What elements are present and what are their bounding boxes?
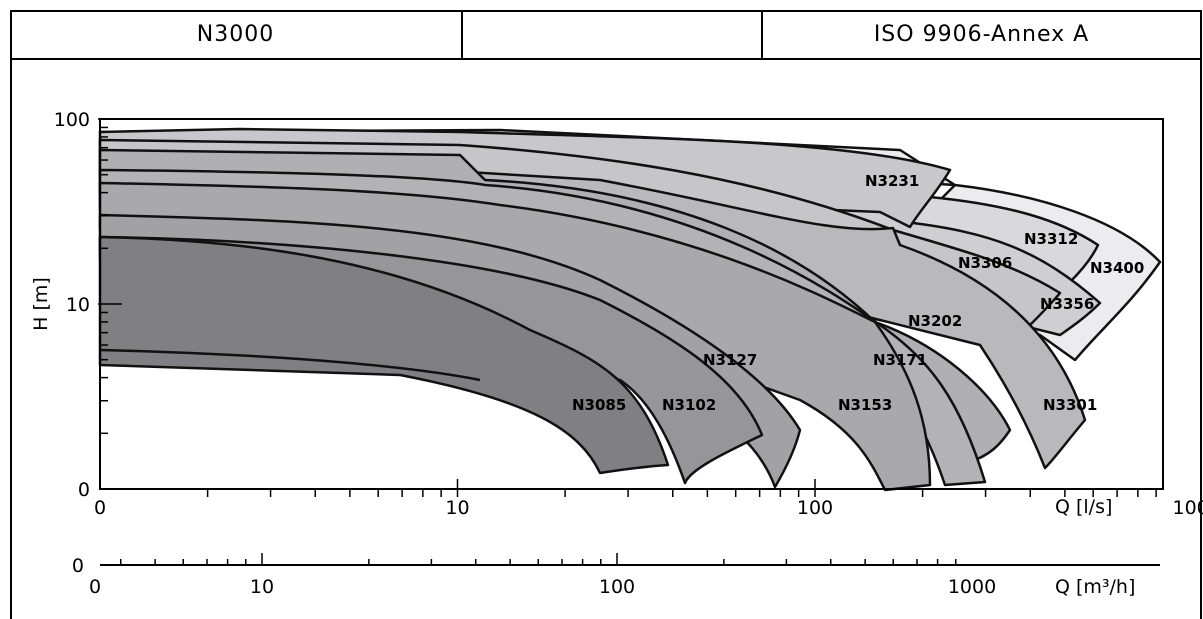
x2-axis-zero: 0 (72, 555, 84, 577)
label-n3306: N3306 (958, 254, 1012, 272)
label-n3400: N3400 (1090, 259, 1144, 277)
label-n3312: N3312 (1024, 230, 1078, 248)
label-n3202: N3202 (908, 312, 962, 330)
x-tick-label: 1000 (1173, 497, 1203, 519)
x2-tick-label: 100 (599, 576, 635, 598)
curve-boundary-lower (99, 348, 481, 382)
x2-tick-label: 0 (89, 576, 101, 598)
area-n3085 (98, 235, 670, 475)
header-divider-2 (761, 10, 763, 58)
header-bar: N3000 ISO 9906-Annex A (10, 10, 1202, 60)
label-n3153: N3153 (838, 396, 892, 414)
header-divider-1 (461, 10, 463, 58)
x2-axis-label: Q [m³/h] (1055, 576, 1135, 598)
pump-curve-labels: N3085 N3102 N3127 N3153 N3171 N3202 N3231 N3301… (572, 172, 1144, 414)
chart-frame (10, 10, 1202, 619)
label-n3102: N3102 (662, 396, 716, 414)
label-n3171: N3171 (873, 351, 927, 369)
x-tick-label: 100 (797, 497, 833, 519)
header-standard: ISO 9906-Annex A (873, 21, 1090, 47)
x2-tick-label: 10 (250, 576, 274, 598)
header-model: N3000 (196, 21, 275, 47)
x-tick-label: 10 (445, 497, 469, 519)
label-n3231: N3231 (865, 172, 919, 190)
y-tick-label: 10 (66, 294, 90, 316)
y-axis-label: H [m] (30, 277, 52, 331)
label-n3356: N3356 (1040, 295, 1094, 313)
x2-tick-label: 1000 (948, 576, 996, 598)
axes: 010100100001010001010010000 (54, 109, 1203, 598)
label-n3301: N3301 (1043, 396, 1097, 414)
pump-curve-areas (98, 127, 1162, 492)
label-n3127: N3127 (703, 351, 757, 369)
y-tick-label: 100 (54, 109, 90, 131)
y-tick-label: 0 (78, 479, 90, 501)
x-tick-label: 0 (94, 497, 106, 519)
label-n3085: N3085 (572, 396, 626, 414)
area-n3301 (98, 148, 1087, 470)
x-axis-label: Q [l/s] (1055, 496, 1112, 518)
